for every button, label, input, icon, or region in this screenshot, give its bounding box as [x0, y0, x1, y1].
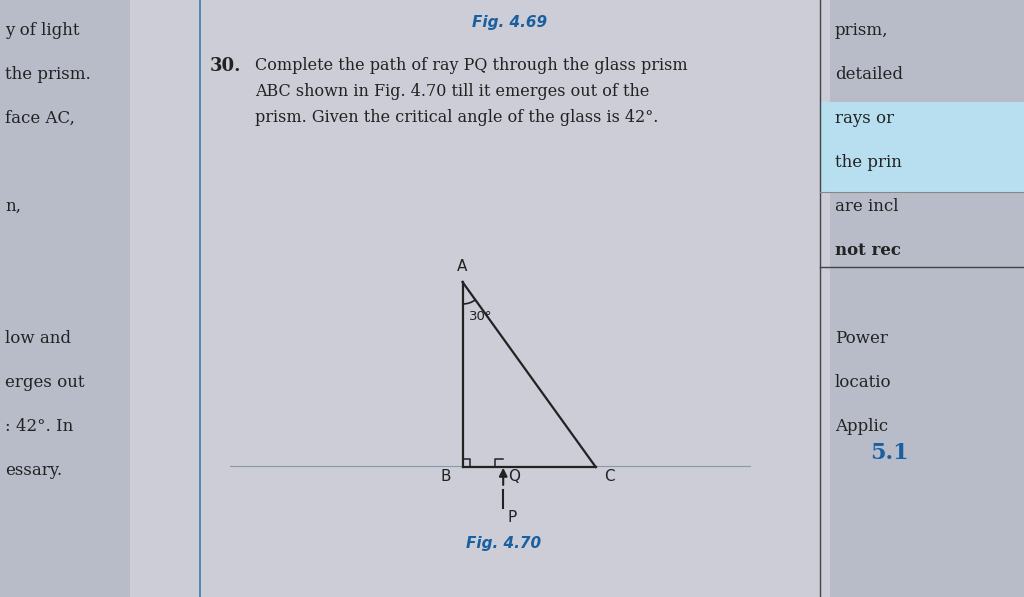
Text: essary.: essary.: [5, 462, 62, 479]
Text: rays or: rays or: [835, 110, 894, 127]
Text: 5.1: 5.1: [870, 442, 908, 464]
Bar: [130, 0, 830, 597]
Text: detailed: detailed: [835, 66, 903, 83]
Text: Applic: Applic: [835, 418, 888, 435]
Text: face AC,: face AC,: [5, 110, 75, 127]
Text: are incl: are incl: [835, 198, 898, 215]
Bar: [820, 102, 1024, 192]
Text: low and: low and: [5, 330, 71, 347]
Text: n,: n,: [5, 198, 22, 215]
Text: B: B: [440, 469, 451, 484]
Text: 30.: 30.: [210, 57, 242, 75]
Text: C: C: [604, 469, 614, 484]
Text: the prin: the prin: [835, 154, 902, 171]
Text: ABC shown in Fig. 4.70 till it emerges out of the: ABC shown in Fig. 4.70 till it emerges o…: [255, 83, 649, 100]
Text: prism. Given the critical angle of the glass is 42°.: prism. Given the critical angle of the g…: [255, 109, 658, 126]
Text: locatio: locatio: [835, 374, 892, 391]
Text: y of light: y of light: [5, 22, 80, 39]
Text: P: P: [507, 510, 516, 525]
Text: Power: Power: [835, 330, 888, 347]
Text: the prism.: the prism.: [5, 66, 91, 83]
Text: A: A: [458, 259, 468, 274]
Text: 30°: 30°: [469, 310, 492, 323]
Text: Complete the path of ray PQ through the glass prism: Complete the path of ray PQ through the …: [255, 57, 688, 74]
Text: Fig. 4.69: Fig. 4.69: [472, 15, 548, 30]
Text: Fig. 4.70: Fig. 4.70: [466, 536, 541, 550]
Text: not rec: not rec: [835, 242, 901, 259]
Text: Q: Q: [508, 469, 520, 484]
Text: prism,: prism,: [835, 22, 889, 39]
Text: erges out: erges out: [5, 374, 85, 391]
Text: : 42°. In: : 42°. In: [5, 418, 74, 435]
